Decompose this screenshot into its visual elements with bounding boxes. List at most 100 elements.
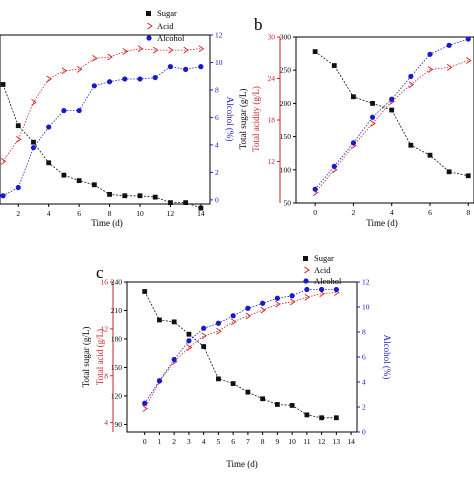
x-tick-label: 3	[187, 437, 191, 446]
x-tick-label: 0	[143, 437, 147, 446]
data-point-alcohol	[369, 114, 376, 120]
data-point-alcohol	[446, 42, 452, 48]
legend-alcohol-marker	[303, 278, 309, 284]
data-point-alcohol	[183, 66, 189, 72]
legend-sugar-label: Sugar	[157, 8, 177, 18]
data-point-alcohol	[167, 64, 174, 70]
y-tick-label: 150	[111, 363, 123, 372]
data-point-acid	[183, 46, 189, 54]
y-tick-label: 8	[215, 85, 219, 94]
data-point-acid	[427, 66, 434, 73]
y-tick-label: 6	[215, 113, 219, 122]
data-point-acid	[275, 300, 281, 308]
legend-acid-label: Acid	[157, 21, 174, 31]
y-tick-label: 12	[268, 157, 276, 166]
y-tick-label: 4	[104, 418, 108, 427]
data-point-sugar	[152, 194, 158, 200]
data-point-sugar	[186, 331, 192, 337]
data-point-acid	[260, 306, 266, 314]
panel-c-acid-axis-title: Total acid (g/L)	[95, 329, 105, 385]
data-point-sugar	[142, 289, 148, 294]
data-point-alcohol	[201, 325, 207, 331]
y-tick-label: 18	[268, 116, 276, 125]
panel-c-series	[142, 286, 340, 421]
x-tick-label: 8	[261, 437, 265, 446]
data-point-acid	[230, 318, 237, 326]
panel-a-x-axis-title: Time (d)	[91, 218, 122, 228]
x-tick-label: 14	[347, 437, 355, 446]
legend-alcohol-label: Alcohol	[157, 33, 185, 43]
data-point-acid	[289, 298, 296, 306]
data-point-acid	[92, 54, 98, 62]
panel-c-alcohol-ticks: 0 2 4 6 8 10 12	[357, 278, 370, 437]
data-point-acid	[245, 312, 252, 320]
x-tick-label: 11	[303, 437, 310, 446]
panel-c-legend: Sugar Acid Alcohol	[303, 253, 342, 286]
y-tick-label: 10	[215, 58, 223, 67]
data-point-sugar	[319, 415, 325, 421]
x-tick-label: 4	[390, 208, 394, 217]
data-point-alcohol	[331, 163, 337, 169]
y-tick-label: 240	[111, 278, 123, 287]
y-tick-label: 0	[215, 195, 219, 204]
panel-c-sugar-axis-title: Total sugar (g/L)	[81, 327, 91, 388]
data-point-acid	[31, 98, 37, 106]
x-tick-label: 12	[318, 437, 326, 446]
data-point-alcohol	[465, 36, 471, 42]
data-point-alcohol	[76, 107, 82, 114]
data-point-acid	[201, 332, 207, 340]
data-point-sugar	[245, 389, 251, 395]
series-line-acid	[2, 48, 201, 162]
series-line-sugar	[314, 51, 469, 177]
data-point-alcohol	[152, 74, 158, 81]
y-tick-label: 6	[362, 353, 366, 362]
x-tick-label: 4	[47, 209, 51, 218]
series-line-acid	[314, 60, 469, 193]
data-point-alcohol	[61, 107, 67, 114]
data-point-alcohol	[186, 338, 192, 344]
data-point-alcohol	[198, 64, 204, 70]
x-tick-label: 2	[172, 437, 176, 446]
data-point-acid	[186, 344, 193, 351]
legend-sugar-marker	[146, 11, 151, 16]
y-tick-label: 180	[111, 334, 123, 343]
y-tick-label: 10	[362, 303, 370, 312]
legend-sugar-marker	[303, 256, 308, 261]
y-tick-label: 0	[362, 428, 366, 437]
y-tick-label: 300	[280, 33, 292, 42]
data-point-acid	[16, 136, 22, 143]
panel-b-sugar-ticks: 50 100 150 200 250 300	[280, 33, 296, 208]
data-point-sugar	[76, 178, 82, 184]
data-point-sugar	[312, 49, 318, 55]
data-point-sugar	[216, 376, 221, 382]
x-tick-label: 2	[352, 208, 356, 217]
data-point-alcohol	[137, 76, 143, 82]
data-point-sugar	[408, 142, 414, 148]
data-point-acid	[137, 45, 144, 53]
data-point-alcohol	[91, 83, 97, 89]
data-point-alcohol	[142, 400, 148, 406]
panel-b-label: b	[254, 15, 263, 34]
panel-c-sugar-ticks: 90 120 150 180 210 240	[111, 278, 127, 429]
data-point-acid	[142, 405, 149, 412]
x-tick-label: 2	[16, 209, 20, 218]
data-point-sugar	[46, 160, 52, 166]
panel-c-alcohol-axis-title: Alcohol (%)	[382, 335, 392, 380]
data-point-alcohol	[304, 286, 310, 293]
data-point-sugar	[198, 205, 204, 211]
legend-acid-marker	[304, 266, 310, 274]
panel-b-plot-frame	[295, 36, 474, 204]
x-tick-label: 5	[217, 437, 221, 446]
data-point-alcohol	[427, 51, 433, 57]
legend-acid-label: Acid	[314, 265, 331, 275]
y-tick-label: 24	[268, 74, 276, 83]
data-point-acid	[122, 48, 129, 55]
data-point-acid	[304, 293, 311, 301]
panel-b-sugar-axis-title: Total sugar (g/L)	[238, 89, 248, 150]
data-point-acid	[46, 75, 53, 83]
y-tick-label: 8	[362, 328, 366, 337]
data-point-alcohol	[230, 313, 236, 319]
data-point-sugar	[389, 107, 395, 113]
data-point-alcohol	[274, 295, 280, 301]
